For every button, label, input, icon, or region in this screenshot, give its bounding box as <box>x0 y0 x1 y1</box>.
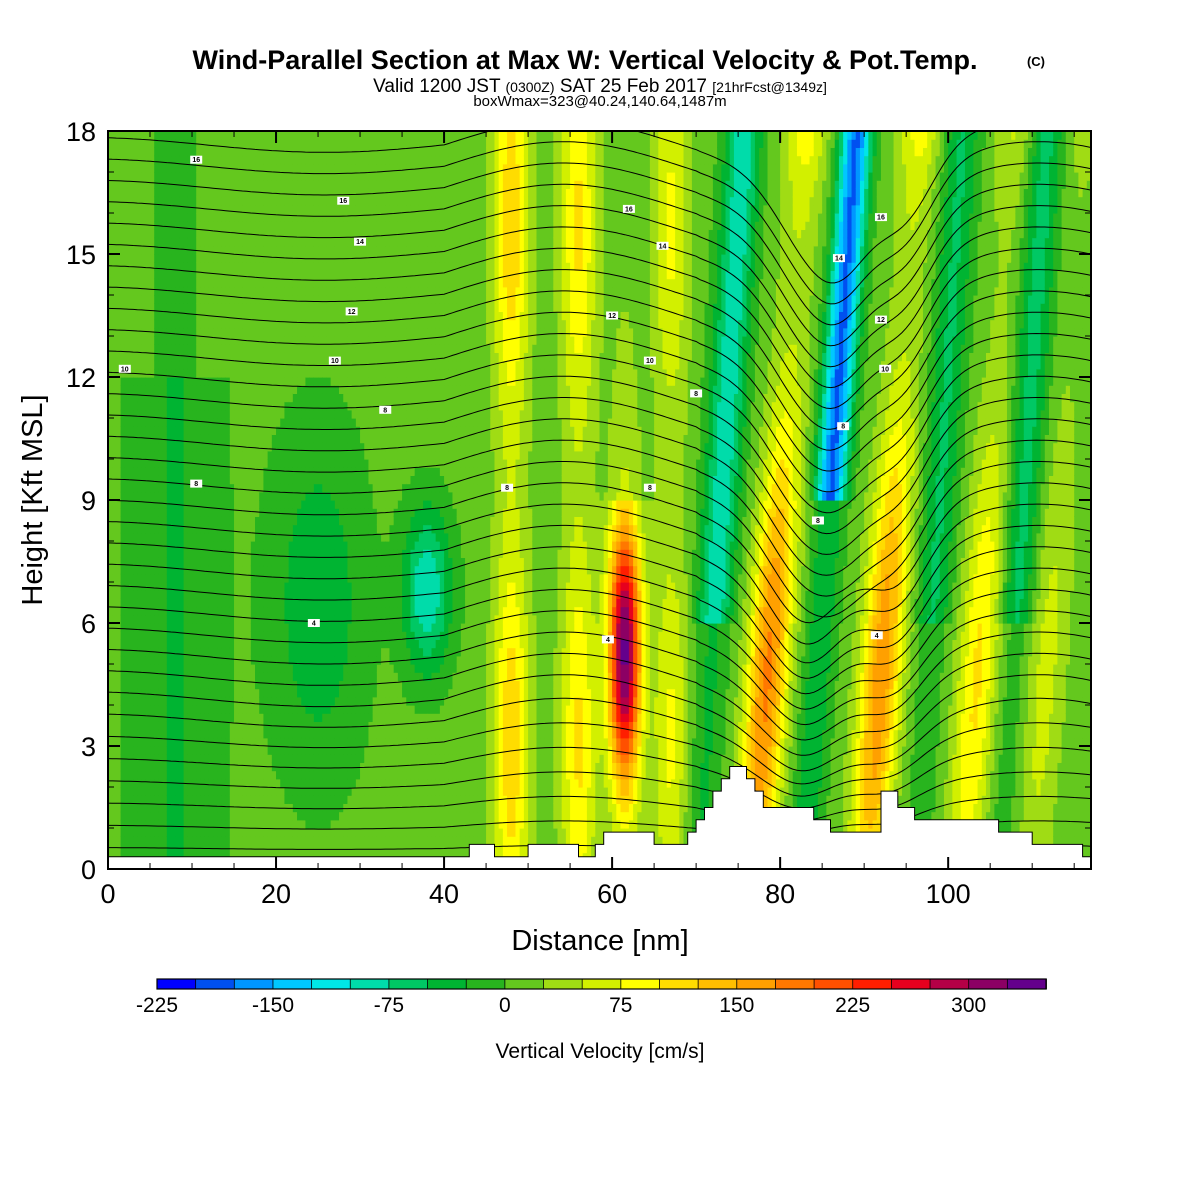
contour-label: 12 <box>877 317 885 324</box>
x-tick-label: 60 <box>597 879 627 909</box>
y-tick-label: 6 <box>81 609 96 639</box>
colorbar-tick-label: -150 <box>252 994 294 1017</box>
contour-label: 14 <box>835 256 843 263</box>
colorbar-swatch <box>234 979 273 989</box>
y-tick-label: 9 <box>81 486 96 516</box>
contour-label: 16 <box>625 206 633 213</box>
colorbar-swatch <box>621 979 660 989</box>
x-tick-label: 80 <box>765 879 795 909</box>
colorbar-tick-label: 0 <box>499 994 511 1017</box>
contour-label: 4 <box>606 637 610 644</box>
colorbar: -225 -150 -75 0 75 150 225 300 <box>136 979 1047 1017</box>
colorbar-swatch <box>157 979 196 989</box>
colorbar-swatch <box>389 979 428 989</box>
y-tick-label: 12 <box>66 363 96 393</box>
x-axis-label: Distance [nm] <box>511 925 688 957</box>
contour-label: 8 <box>648 485 652 492</box>
colorbar-swatch <box>891 979 930 989</box>
colorbar-swatch <box>196 979 235 989</box>
colorbar-swatch <box>1007 979 1046 989</box>
contour-label: 14 <box>356 239 364 246</box>
chart-title: Wind-Parallel Section at Max W: Vertical… <box>193 45 978 75</box>
colorbar-swatch <box>930 979 969 989</box>
colorbar-tick-label: 75 <box>609 994 632 1017</box>
box-wmax-info: boxWmax=323@40.24,140.64,1487m <box>473 93 726 110</box>
contour-label: 16 <box>339 198 347 205</box>
x-tick-label: 100 <box>926 879 971 909</box>
y-tick-label: 15 <box>66 240 96 270</box>
contour-label: 8 <box>383 407 387 414</box>
colorbar-swatch <box>698 979 737 989</box>
contour-label: 16 <box>877 215 885 222</box>
colorbar-tick-label: 150 <box>719 994 754 1017</box>
colorbar-swatch <box>312 979 351 989</box>
contour-label: 4 <box>875 633 879 640</box>
x-tick-label: 20 <box>261 879 291 909</box>
colorbar-tick-label: -225 <box>136 994 178 1017</box>
colorbar-swatch <box>544 979 583 989</box>
contour-label: 12 <box>608 313 616 320</box>
contour-label: 14 <box>659 243 667 250</box>
contour-label: 8 <box>694 391 698 398</box>
colorbar-swatch <box>814 979 853 989</box>
contour-label: 16 <box>192 157 200 164</box>
colorbar-tick-label: 300 <box>951 994 986 1017</box>
colorbar-swatch <box>582 979 621 989</box>
colorbar-swatch <box>737 979 776 989</box>
contour-label: 12 <box>348 309 356 316</box>
x-tick-label: 0 <box>100 879 115 909</box>
colorbar-swatch <box>775 979 814 989</box>
colorbar-swatch <box>428 979 467 989</box>
y-tick-label: 0 <box>81 855 96 885</box>
y-tick-label: 18 <box>66 117 96 147</box>
vertical-velocity-field <box>108 131 1092 870</box>
colorbar-swatch <box>853 979 892 989</box>
contour-label: 10 <box>646 358 654 365</box>
contour-label: 8 <box>816 518 820 525</box>
colorbar-swatch <box>659 979 698 989</box>
contour-label: 8 <box>841 424 845 431</box>
x-tick-label: 40 <box>429 879 459 909</box>
colorbar-label: Vertical Velocity [cm/s] <box>496 1040 705 1063</box>
colorbar-swatch <box>466 979 505 989</box>
contour-label: 10 <box>331 358 339 365</box>
contour-label: 8 <box>505 485 509 492</box>
colorbar-swatch <box>273 979 312 989</box>
copyright-mark: (C) <box>1027 54 1045 69</box>
y-axis-label: Height [Kft MSL] <box>17 394 49 605</box>
contour-label: 10 <box>881 366 889 373</box>
contour-label: 10 <box>121 366 129 373</box>
y-tick-label: 3 <box>81 732 96 762</box>
contour-label: 4 <box>312 621 316 628</box>
colorbar-swatch <box>350 979 389 989</box>
forecast-info: [21hrFcst@1349z] <box>712 79 827 95</box>
colorbar-swatch <box>969 979 1008 989</box>
colorbar-tick-label: 225 <box>835 994 870 1017</box>
colorbar-tick-label: -75 <box>374 994 404 1017</box>
contour-label: 8 <box>194 481 198 488</box>
colorbar-swatch <box>505 979 544 989</box>
